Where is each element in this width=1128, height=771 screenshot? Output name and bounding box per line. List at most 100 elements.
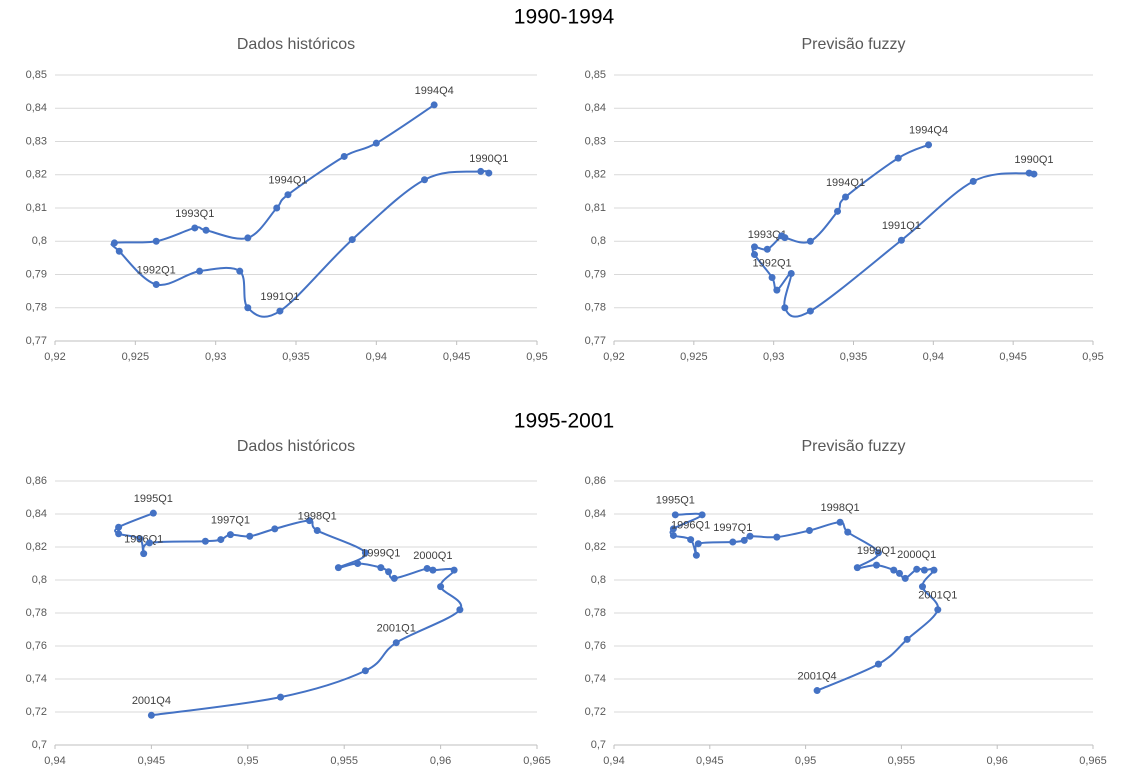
x-tick-label: 0,94 [366, 351, 387, 363]
point [390, 574, 398, 582]
x-tick-label: 0,93 [205, 351, 226, 363]
y-tick-label: 0,83 [26, 135, 47, 147]
y-tick-label: 0,8 [32, 574, 47, 586]
point-label: 1994Q4 [415, 85, 454, 97]
point [421, 176, 429, 184]
y-tick-label: 0,81 [585, 202, 606, 214]
point-label: 1995Q1 [134, 493, 173, 505]
point [115, 523, 123, 531]
point [115, 247, 123, 255]
point [925, 141, 933, 149]
x-tick-label: 0,965 [1079, 755, 1107, 767]
point [897, 236, 905, 244]
point [669, 531, 677, 539]
point-label: 1995Q1 [656, 495, 695, 507]
point [152, 280, 160, 288]
x-tick-label: 0,96 [986, 755, 1007, 767]
point [740, 536, 748, 544]
point-label: 1996Q1 [671, 519, 710, 531]
point-label: 2001Q1 [377, 623, 416, 635]
point [271, 525, 279, 533]
point-label: 1991Q1 [882, 220, 921, 232]
point [147, 711, 155, 719]
x-tick-label: 0,95 [237, 755, 258, 767]
x-tick-label: 0,93 [763, 351, 784, 363]
point [313, 527, 321, 534]
x-tick-label: 0,925 [122, 351, 150, 363]
chart-title: Previsão fuzzy [801, 36, 905, 53]
point-label: 2001Q4 [132, 695, 171, 707]
point [781, 234, 789, 242]
point [372, 139, 380, 147]
point-label: 2001Q4 [798, 670, 837, 682]
point [751, 251, 759, 259]
point [913, 565, 921, 573]
point [236, 267, 244, 275]
point-label: 1991Q1 [260, 291, 299, 303]
point [1025, 169, 1033, 177]
point [751, 243, 759, 251]
point [477, 167, 485, 175]
x-tick-label: 0,945 [696, 755, 724, 767]
point [920, 566, 928, 574]
y-tick-label: 0,86 [585, 475, 606, 487]
point [930, 566, 938, 574]
point [361, 667, 369, 675]
point [781, 304, 789, 312]
point-label: 1993Q1 [748, 229, 787, 241]
y-tick-label: 0,82 [585, 541, 606, 553]
point [903, 635, 911, 643]
y-tick-label: 0,84 [585, 508, 606, 520]
point [377, 564, 385, 572]
y-tick-label: 0,82 [585, 169, 606, 181]
point [437, 583, 445, 591]
point [813, 687, 821, 695]
point [226, 531, 234, 539]
y-tick-label: 0,79 [585, 268, 606, 280]
point-label: 1990Q1 [469, 153, 508, 165]
y-tick-label: 0,85 [26, 69, 47, 81]
y-tick-label: 0,7 [591, 739, 606, 751]
y-tick-label: 0,84 [585, 102, 606, 114]
point-label: 1999Q1 [361, 548, 400, 560]
point [787, 270, 795, 278]
point-label: 1997Q1 [211, 515, 250, 527]
x-tick-label: 0,92 [603, 351, 624, 363]
chart-title: Previsão fuzzy [801, 438, 905, 455]
y-tick-label: 0,76 [26, 640, 47, 652]
y-tick-label: 0,8 [591, 235, 606, 247]
point [768, 273, 776, 281]
point [334, 564, 342, 572]
point [687, 536, 695, 544]
y-tick-label: 0,82 [26, 169, 47, 181]
point [145, 539, 153, 547]
y-tick-label: 0,85 [585, 69, 606, 81]
point [110, 239, 118, 247]
point [196, 267, 204, 275]
x-tick-label: 0,94 [44, 755, 65, 767]
point [853, 564, 861, 572]
point [201, 537, 209, 545]
point-label: 1992Q1 [137, 264, 176, 276]
point [836, 518, 844, 526]
point [273, 204, 281, 212]
point [894, 154, 902, 162]
point [729, 538, 737, 546]
point [763, 245, 771, 253]
point [152, 237, 160, 245]
x-tick-label: 0,92 [44, 351, 65, 363]
y-tick-label: 0,78 [585, 607, 606, 619]
point [895, 569, 903, 577]
y-tick-label: 0,84 [26, 102, 47, 114]
y-tick-label: 0,77 [585, 335, 606, 347]
y-tick-label: 0,78 [26, 302, 47, 314]
x-tick-label: 0,935 [840, 351, 868, 363]
x-tick-label: 0,95 [526, 351, 547, 363]
x-tick-label: 0,94 [603, 755, 624, 767]
y-tick-label: 0,74 [26, 673, 47, 685]
point [834, 207, 842, 215]
line [669, 512, 939, 692]
line [114, 512, 463, 717]
point [202, 226, 210, 234]
